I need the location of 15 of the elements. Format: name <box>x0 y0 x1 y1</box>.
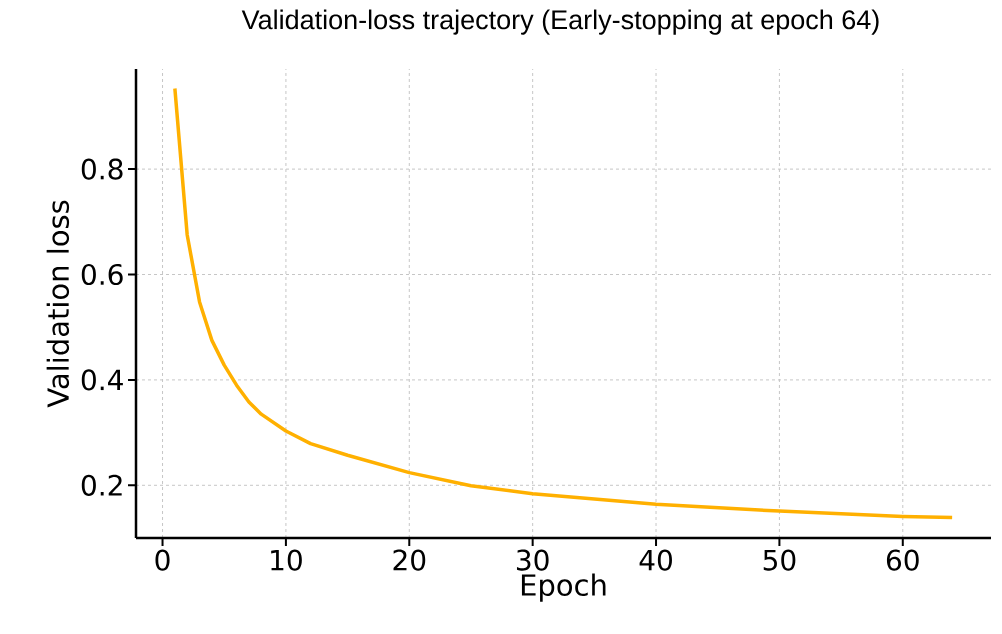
y-tick-label: 0.6 <box>81 263 123 286</box>
y-tick-label: 0.2 <box>81 474 122 496</box>
y-tick-label: 0.4 <box>81 369 123 391</box>
x-tick-label: 50 <box>763 549 796 571</box>
x-tick-label: 30 <box>516 549 549 571</box>
chart-title: Validation-loss trajectory (Early-stopping at epoch 64) <box>241 9 879 35</box>
x-axis-title: Epoch <box>521 573 606 602</box>
x-tick-label: 20 <box>393 549 426 571</box>
x-tick-label: 60 <box>886 549 919 571</box>
x-tick-label: 40 <box>639 549 672 571</box>
x-tick-label: 0 <box>155 549 170 571</box>
y-axis-title: Validation loss <box>46 200 70 408</box>
y-tick-label: 0.8 <box>81 158 123 180</box>
line-series <box>173 86 954 520</box>
x-tick-label: 10 <box>271 549 302 571</box>
